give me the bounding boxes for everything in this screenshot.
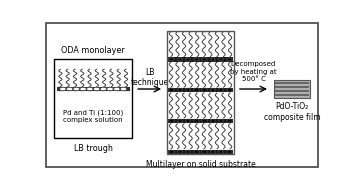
Bar bbox=[168, 149, 233, 154]
Bar bbox=[227, 119, 231, 123]
Text: LB trough: LB trough bbox=[74, 144, 113, 153]
Circle shape bbox=[100, 87, 106, 91]
Text: PdO-TiO₂
composite film: PdO-TiO₂ composite film bbox=[264, 102, 320, 122]
Bar bbox=[167, 31, 234, 154]
Bar bbox=[102, 87, 106, 91]
Bar bbox=[219, 58, 223, 61]
Bar bbox=[227, 58, 231, 61]
Bar bbox=[58, 87, 62, 91]
Circle shape bbox=[66, 87, 73, 91]
Circle shape bbox=[114, 87, 120, 91]
Bar bbox=[202, 88, 207, 92]
Bar bbox=[178, 150, 182, 154]
Bar bbox=[169, 150, 174, 154]
Circle shape bbox=[73, 87, 80, 91]
Bar bbox=[275, 90, 309, 92]
Bar bbox=[88, 87, 92, 91]
Bar bbox=[274, 80, 310, 98]
Bar bbox=[194, 58, 199, 61]
Bar bbox=[211, 58, 215, 61]
Bar bbox=[194, 119, 199, 123]
Text: Multilayer on solid substrate: Multilayer on solid substrate bbox=[146, 160, 255, 169]
Circle shape bbox=[87, 87, 93, 91]
Bar bbox=[124, 87, 128, 91]
Bar bbox=[169, 88, 174, 92]
Bar bbox=[95, 87, 99, 91]
Circle shape bbox=[120, 87, 127, 91]
Bar bbox=[211, 88, 215, 92]
Bar bbox=[168, 119, 233, 123]
Circle shape bbox=[80, 87, 86, 91]
Bar bbox=[66, 87, 70, 91]
Bar bbox=[57, 86, 130, 92]
Bar bbox=[178, 88, 182, 92]
Text: LB
technique: LB technique bbox=[131, 68, 169, 87]
Bar bbox=[202, 119, 207, 123]
Bar bbox=[186, 119, 191, 123]
Text: ODA monolayer: ODA monolayer bbox=[61, 45, 125, 55]
Bar bbox=[211, 119, 215, 123]
Bar bbox=[275, 94, 309, 96]
Bar bbox=[219, 119, 223, 123]
Bar bbox=[219, 150, 223, 154]
Bar bbox=[186, 88, 191, 92]
Bar bbox=[54, 59, 132, 138]
Bar bbox=[186, 58, 191, 61]
Bar bbox=[219, 88, 223, 92]
Bar bbox=[80, 87, 84, 91]
Bar bbox=[227, 150, 231, 154]
Bar bbox=[168, 57, 233, 62]
Bar bbox=[275, 82, 309, 84]
Text: Decomposed
by heating at
500° C: Decomposed by heating at 500° C bbox=[230, 61, 277, 82]
Bar bbox=[73, 87, 77, 91]
Circle shape bbox=[60, 87, 66, 91]
Bar bbox=[194, 88, 199, 92]
Bar bbox=[202, 150, 207, 154]
Bar bbox=[194, 150, 199, 154]
Bar bbox=[227, 88, 231, 92]
Bar bbox=[186, 150, 191, 154]
Bar bbox=[178, 58, 182, 61]
Bar bbox=[275, 86, 309, 88]
Bar bbox=[117, 87, 121, 91]
Bar bbox=[178, 119, 182, 123]
Bar bbox=[211, 150, 215, 154]
Bar bbox=[169, 119, 174, 123]
Circle shape bbox=[107, 87, 113, 91]
Text: Pd and Ti (1:100)
complex solution: Pd and Ti (1:100) complex solution bbox=[63, 109, 123, 123]
Bar bbox=[168, 88, 233, 92]
Circle shape bbox=[93, 87, 100, 91]
Bar bbox=[202, 58, 207, 61]
Bar bbox=[109, 87, 114, 91]
Bar bbox=[169, 58, 174, 61]
